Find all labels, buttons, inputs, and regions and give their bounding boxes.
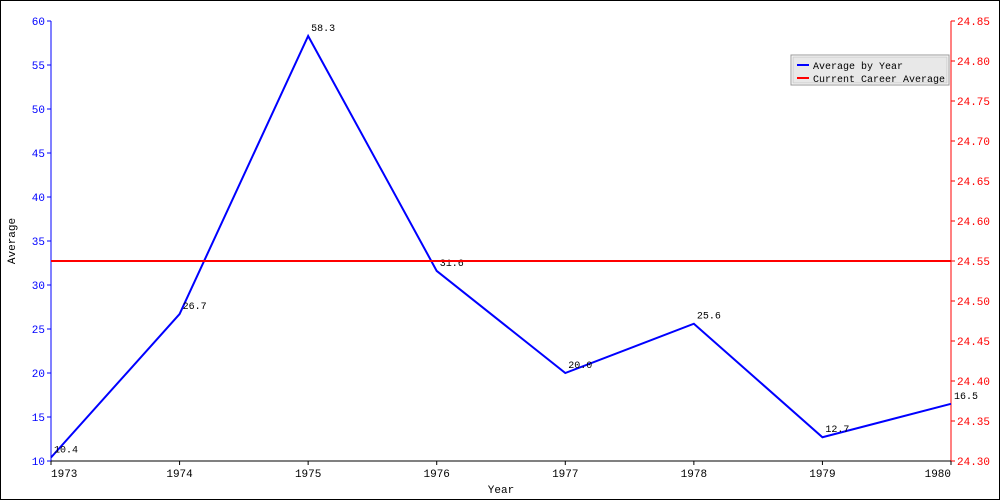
y-left-tick-label: 55: [32, 61, 45, 73]
y-left-tick-label: 10: [32, 457, 45, 469]
point-label: 20.0: [568, 361, 592, 372]
y-left-tick-label: 60: [32, 17, 45, 29]
y-left-tick-label: 15: [32, 413, 45, 425]
y-left-tick-label: 45: [32, 149, 45, 161]
point-label: 10.4: [54, 445, 78, 456]
y-right-tick-label: 24.40: [957, 377, 990, 389]
point-label: 12.7: [825, 425, 849, 436]
y-left-tick-label: 30: [32, 281, 45, 293]
y-left-tick-label: 40: [32, 193, 45, 205]
y-right-tick-label: 24.85: [957, 17, 990, 29]
y-left-tick-label: 20: [32, 369, 45, 381]
y-axis-left-label: Average: [7, 218, 19, 264]
legend-label: Current Career Average: [813, 75, 945, 86]
point-label: 16.5: [954, 392, 978, 403]
y-right-tick-label: 24.65: [957, 177, 990, 189]
x-tick-label: 1975: [295, 469, 321, 481]
y-right-tick-label: 24.70: [957, 137, 990, 149]
y-left-tick-label: 35: [32, 237, 45, 249]
chart-container: 10 15 20 25 30 35 40 45 50 55 60 Average 24.30 24.35 2…: [0, 0, 1000, 500]
point-label: 58.3: [311, 24, 335, 35]
point-label: 26.7: [183, 302, 207, 313]
x-tick-label: 1979: [809, 469, 835, 481]
y-right-tick-label: 24.50: [957, 297, 990, 309]
x-axis-label: Year: [488, 485, 514, 497]
x-tick-label: 1974: [166, 469, 193, 481]
legend-label: Average by Year: [813, 61, 903, 73]
y-left-tick-label: 25: [32, 325, 45, 337]
y-right-tick-label: 24.60: [957, 217, 990, 229]
y-right-tick-label: 24.30: [957, 457, 990, 469]
x-tick-label: 1978: [681, 469, 707, 481]
y-right-tick-label: 24.80: [957, 57, 990, 69]
y-right-tick-label: 24.55: [957, 257, 990, 269]
y-right-tick-label: 24.35: [957, 417, 990, 429]
x-tick-label: 1973: [51, 469, 77, 481]
x-tick-label: 1980: [925, 469, 951, 481]
y-right-tick-label: 24.45: [957, 337, 990, 349]
series-line-0: [51, 36, 951, 458]
x-tick-label: 1977: [552, 469, 578, 481]
chart-svg: 10 15 20 25 30 35 40 45 50 55 60 Average 24.30 24.35 2…: [1, 1, 999, 499]
point-label: 25.6: [697, 312, 721, 323]
x-tick-label: 1976: [424, 469, 450, 481]
y-right-tick-label: 24.75: [957, 97, 990, 109]
y-left-tick-label: 50: [32, 105, 45, 117]
legend: Average by Year Current Career Average: [791, 55, 949, 86]
